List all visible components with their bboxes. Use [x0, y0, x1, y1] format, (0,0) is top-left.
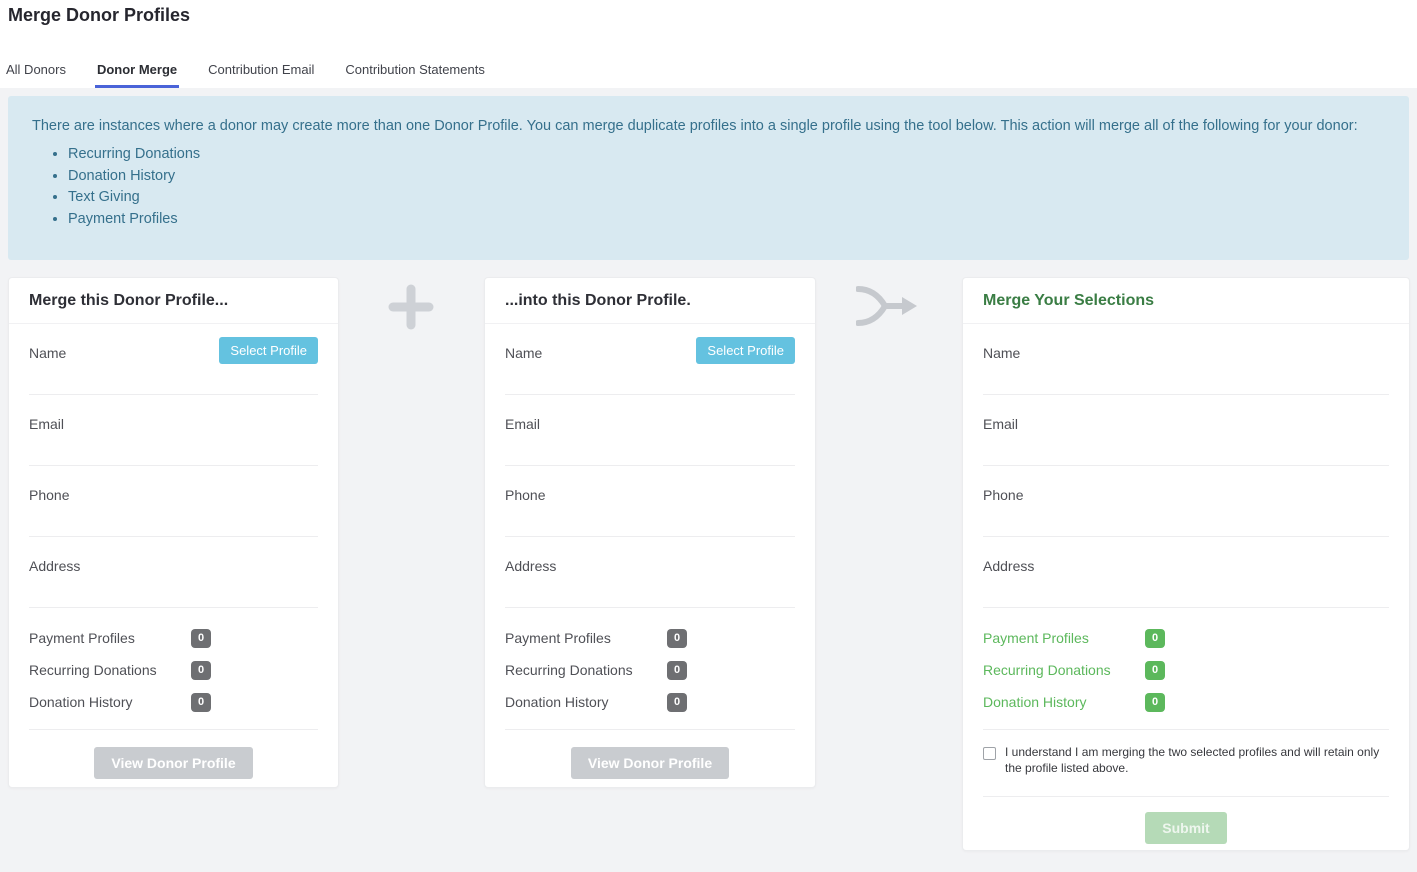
source-view-donor-profile-button[interactable]: View Donor Profile	[94, 747, 253, 779]
tab-bar: All Donors Donor Merge Contribution Emai…	[4, 54, 514, 88]
phone-label: Phone	[505, 487, 546, 503]
count-badge: 0	[667, 660, 688, 680]
source-recurring-donations-row: Recurring Donations 0	[29, 654, 318, 686]
phone-label: Phone	[29, 487, 70, 503]
address-label: Address	[505, 558, 557, 574]
tab-all-donors[interactable]: All Donors	[6, 62, 66, 77]
merge-confirm-label[interactable]: I understand I am merging the two select…	[1005, 745, 1380, 775]
count-badge: 0	[191, 660, 212, 680]
email-label: Email	[983, 416, 1019, 432]
target-view-donor-profile-button[interactable]: View Donor Profile	[570, 747, 730, 779]
source-name-field: Name Select Profile	[29, 324, 318, 395]
source-panel-title: Merge this Donor Profile...	[9, 278, 338, 324]
name-label: Name	[505, 345, 543, 361]
name-label: Name	[29, 345, 67, 361]
result-donation-history-row: Donation History 0	[983, 686, 1389, 718]
page-title: Merge Donor Profiles	[8, 5, 191, 25]
info-banner-item: Donation History	[68, 166, 1385, 188]
target-phone-field: Phone	[505, 466, 795, 537]
info-banner-text: There are instances where a donor may cr…	[32, 118, 1358, 134]
merge-result-panel: Merge Your Selections Name Email Phone A…	[962, 277, 1410, 851]
count-badge: 0	[667, 692, 688, 712]
count-badge: 0	[1145, 692, 1166, 712]
source-select-profile-button[interactable]: Select Profile	[219, 337, 318, 364]
target-payment-profiles-row: Payment Profiles 0	[505, 622, 795, 654]
result-name-field: Name	[983, 324, 1389, 395]
source-donation-history-row: Donation History 0	[29, 686, 318, 718]
target-email-field: Email	[505, 395, 795, 466]
source-address-field: Address	[29, 537, 318, 608]
target-select-profile-button[interactable]: Select Profile	[696, 337, 795, 364]
source-email-field: Email	[29, 395, 318, 466]
merge-confirm-row: I understand I am merging the two select…	[983, 730, 1389, 788]
page-header: Merge Donor Profiles All Donors Donor Me…	[0, 0, 1417, 88]
email-label: Email	[505, 416, 541, 432]
merge-confirm-checkbox[interactable]	[983, 747, 996, 760]
target-name-field: Name Select Profile	[505, 324, 795, 395]
content-area: There are instances where a donor may cr…	[0, 88, 1417, 872]
target-donation-history-row: Donation History 0	[505, 686, 795, 718]
count-badge: 0	[1145, 660, 1166, 680]
plus-icon	[385, 281, 437, 333]
count-badge: 0	[1145, 628, 1166, 648]
tab-contribution-email[interactable]: Contribution Email	[208, 62, 315, 77]
info-banner-item: Recurring Donations	[68, 144, 1385, 166]
count-badge: 0	[667, 628, 688, 648]
target-recurring-donations-row: Recurring Donations 0	[505, 654, 795, 686]
count-badge: 0	[191, 692, 212, 712]
tab-contribution-statements[interactable]: Contribution Statements	[345, 62, 485, 77]
phone-label: Phone	[983, 487, 1024, 503]
target-panel-title: ...into this Donor Profile.	[485, 278, 815, 324]
info-banner: There are instances where a donor may cr…	[8, 96, 1409, 260]
info-banner-list: Recurring Donations Donation History Tex…	[32, 144, 1385, 230]
submit-merge-button[interactable]: Submit	[1145, 812, 1227, 844]
source-payment-profiles-row: Payment Profiles 0	[29, 622, 318, 654]
result-email-field: Email	[983, 395, 1389, 466]
result-phone-field: Phone	[983, 466, 1389, 537]
target-profile-panel: ...into this Donor Profile. Name Select …	[484, 277, 816, 788]
source-profile-panel: Merge this Donor Profile... Name Select …	[8, 277, 339, 788]
info-banner-item: Payment Profiles	[68, 209, 1385, 231]
address-label: Address	[29, 558, 81, 574]
name-label: Name	[983, 345, 1021, 361]
tab-donor-merge[interactable]: Donor Merge	[94, 54, 180, 88]
count-badge: 0	[191, 628, 212, 648]
source-phone-field: Phone	[29, 466, 318, 537]
target-address-field: Address	[505, 537, 795, 608]
result-recurring-donations-row: Recurring Donations 0	[983, 654, 1389, 686]
email-label: Email	[29, 416, 65, 432]
address-label: Address	[983, 558, 1035, 574]
result-address-field: Address	[983, 537, 1389, 608]
info-banner-item: Text Giving	[68, 187, 1385, 209]
merge-arrow-icon	[855, 280, 920, 332]
result-payment-profiles-row: Payment Profiles 0	[983, 622, 1389, 654]
result-panel-title: Merge Your Selections	[963, 278, 1409, 324]
